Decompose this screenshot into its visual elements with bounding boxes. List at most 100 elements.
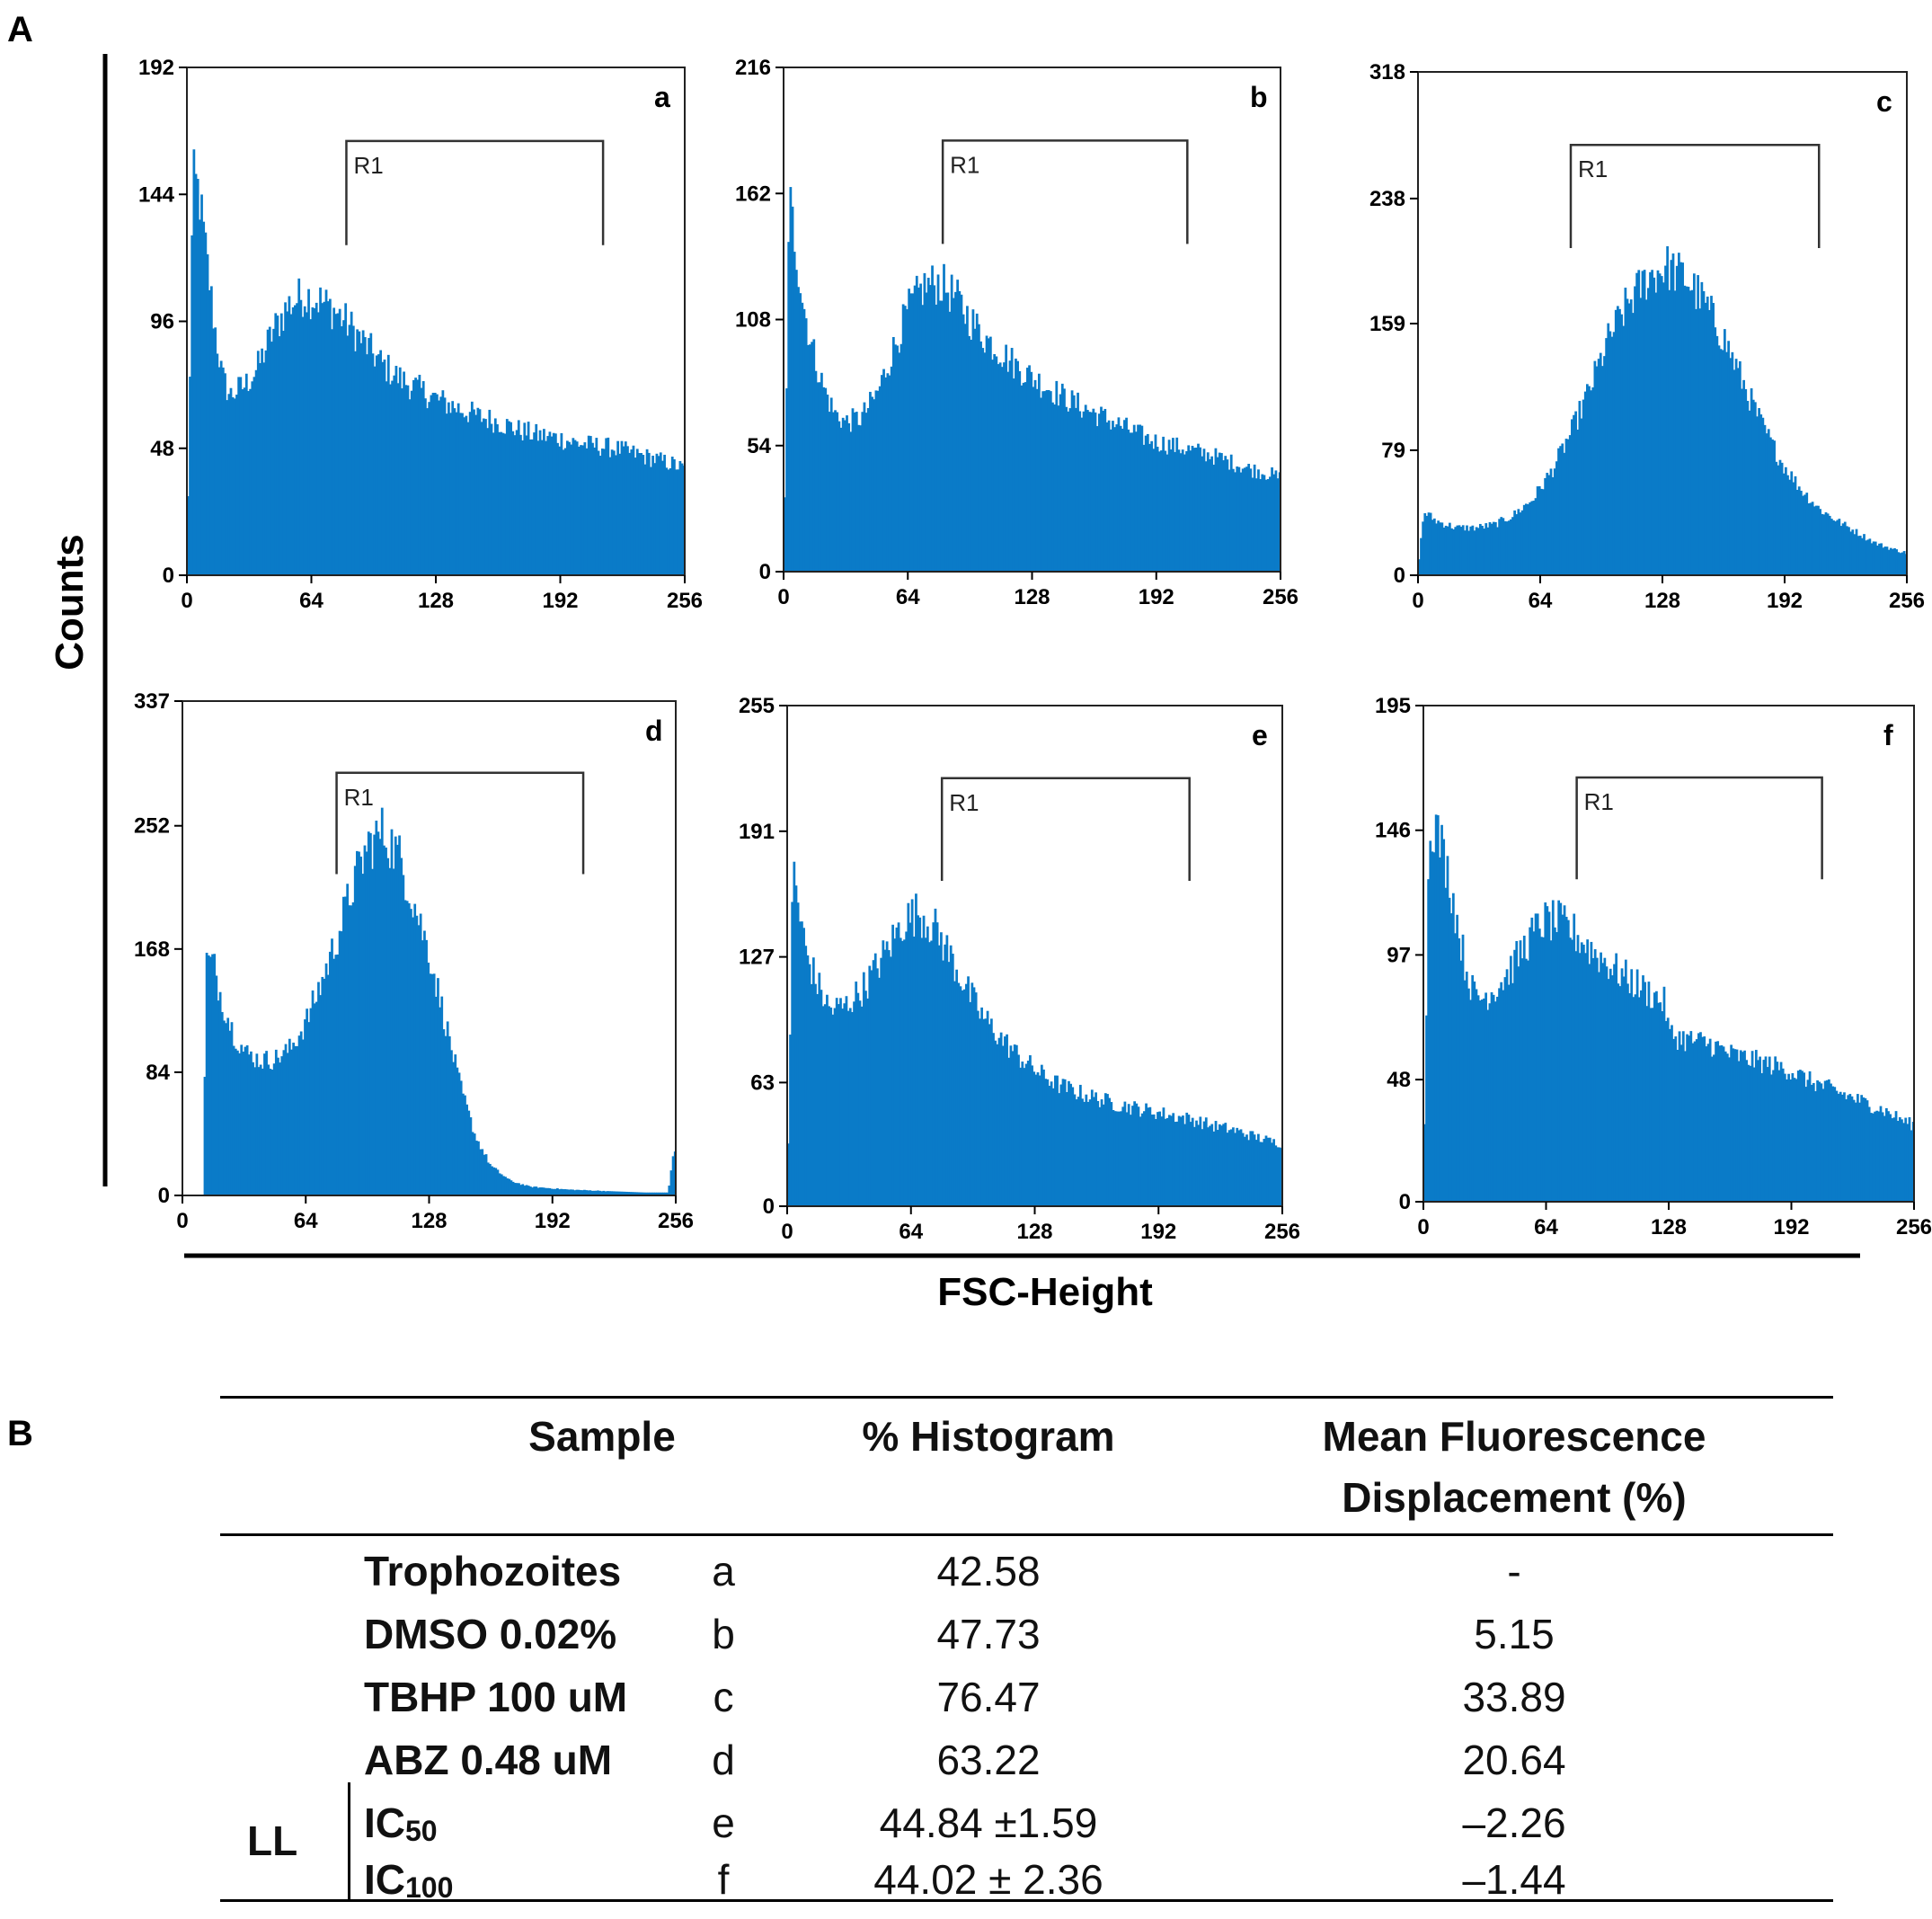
histogram-bin (878, 386, 882, 572)
histogram-bin (1557, 448, 1560, 575)
histogram-bin (859, 425, 863, 572)
histogram-bin (207, 955, 210, 1195)
histogram-bin (634, 458, 637, 575)
histogram-bin (1674, 1036, 1678, 1202)
histogram-bin (1835, 1090, 1839, 1202)
histogram-bin (1488, 1003, 1492, 1202)
histogram-bin (1115, 1111, 1119, 1206)
histogram-bin (1538, 485, 1541, 575)
histogram-bin (1210, 1124, 1214, 1206)
histogram-bin (1858, 1102, 1861, 1202)
gate-r1-label: R1 (1578, 155, 1608, 182)
histogram-bin (563, 1189, 567, 1195)
histogram-bin (1160, 450, 1163, 572)
histogram-bin (607, 437, 610, 575)
histogram-bin (1891, 1118, 1894, 1202)
histogram-bin (1483, 529, 1485, 575)
histogram-bin (1434, 814, 1438, 1202)
histogram-bin (836, 412, 839, 572)
histogram-bin (589, 1190, 592, 1195)
histogram-bin (358, 331, 361, 575)
histogram-bin (1824, 511, 1828, 575)
histogram-bin (1555, 461, 1558, 575)
x-tick-label: 128 (411, 1209, 447, 1233)
histogram-bin (834, 410, 837, 572)
row-histogram-value: 63.22 (936, 1737, 1041, 1783)
histogram-bin (981, 348, 985, 572)
histogram-bin (880, 957, 883, 1206)
histogram-bin (1559, 902, 1563, 1202)
histogram-bin (1488, 521, 1492, 575)
histogram-bin (622, 446, 625, 575)
sample-name-subscript: 50 (405, 1815, 438, 1847)
histogram-bin (274, 313, 278, 575)
histogram-bin (1834, 521, 1837, 575)
histogram-bin (292, 1042, 295, 1195)
histogram-bin (1418, 559, 1421, 575)
histogram-bin (1576, 935, 1580, 1202)
histogram-bin (943, 263, 945, 572)
histogram-bin (900, 343, 903, 572)
histogram-bin (1826, 513, 1830, 575)
histogram-bin (1757, 1060, 1759, 1202)
histogram-bin (294, 305, 297, 575)
histogram-bin (664, 1192, 667, 1195)
histogram-bin (1070, 390, 1074, 572)
histogram-bin (259, 1064, 262, 1195)
histogram-bin (1061, 1079, 1065, 1206)
histogram-bin (264, 350, 268, 575)
histogram-bin (1561, 443, 1564, 575)
histogram-bin (1486, 527, 1490, 575)
histogram-bin (1748, 410, 1751, 575)
histogram-bin (1458, 937, 1461, 1202)
histogram-bin (1269, 476, 1272, 572)
histogram-bin (1463, 980, 1467, 1202)
histogram-bin (217, 367, 221, 575)
histogram-bin (331, 329, 333, 575)
histogram-bin (1759, 414, 1763, 575)
histogram-bin (1444, 525, 1448, 575)
histogram-bin (371, 868, 374, 1195)
histogram-bin (1502, 518, 1505, 575)
histogram-bin (1423, 1124, 1426, 1202)
histogram-bin (408, 399, 412, 575)
histogram-bin (1038, 1075, 1041, 1206)
histogram-bin (1473, 530, 1476, 575)
histogram-bin (1573, 913, 1576, 1202)
histogram-bin (905, 931, 908, 1206)
histogram-bin (413, 903, 417, 1195)
histogram-bin (1131, 1106, 1134, 1206)
histogram-bin (1574, 951, 1578, 1202)
histogram-bin (473, 409, 475, 575)
histogram-bin (1600, 952, 1602, 1202)
histogram-bin (1659, 1002, 1662, 1202)
histogram-bin (443, 397, 447, 575)
histogram-bin (587, 1190, 590, 1195)
histogram-bin (1743, 1050, 1746, 1202)
histogram-bin (1525, 503, 1528, 575)
histogram-bin (643, 1192, 646, 1195)
histogram-bin (1851, 529, 1855, 575)
histogram-bin (1077, 1097, 1080, 1206)
histogram-bin (1206, 452, 1210, 572)
histogram-bin (673, 459, 676, 575)
histogram-bin (268, 326, 271, 575)
histogram-bin (1276, 1147, 1280, 1206)
histogram-bin (321, 303, 324, 575)
histogram-bin (373, 366, 377, 575)
histogram-bin (1702, 290, 1706, 575)
histogram-bin (1800, 490, 1803, 575)
histogram-bin (1475, 527, 1478, 575)
histogram-bin (597, 450, 600, 575)
histogram-bin (1137, 424, 1139, 572)
histogram-bin (1505, 521, 1509, 575)
histogram-bin (311, 307, 315, 575)
histogram-bin (1775, 461, 1778, 575)
histogram-bin (385, 381, 388, 575)
histogram-bin (1649, 271, 1652, 575)
histogram-bin (1655, 991, 1658, 1202)
y-tick-label: 159 (1369, 312, 1405, 336)
histogram-bin (1796, 1071, 1800, 1202)
